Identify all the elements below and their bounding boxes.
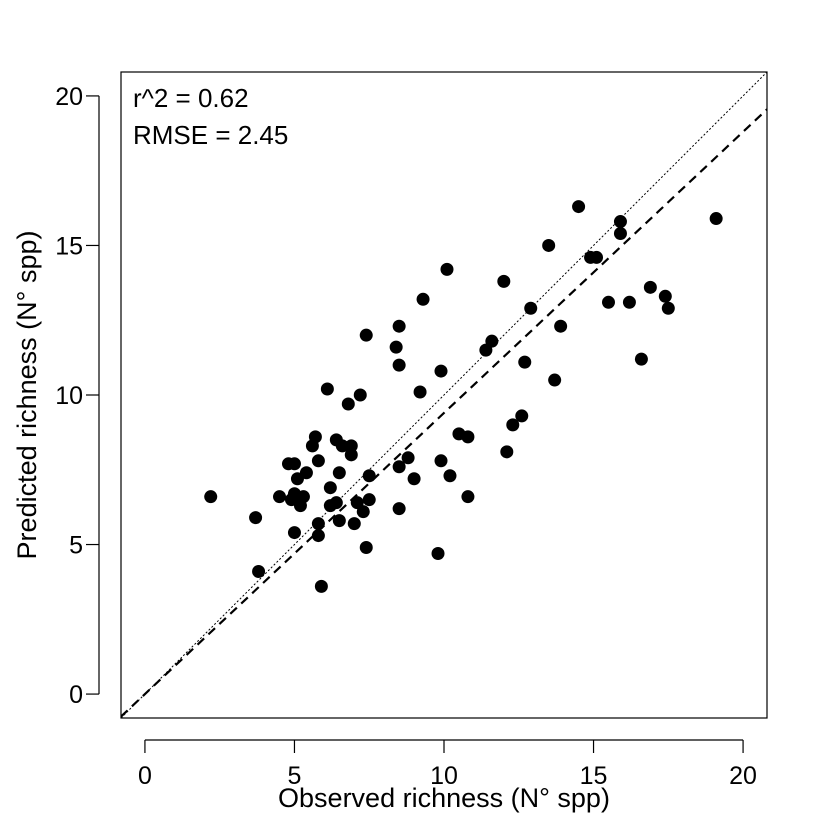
data-point	[344, 448, 358, 462]
data-point	[353, 388, 367, 402]
data-point	[601, 295, 615, 309]
data-point	[434, 364, 448, 378]
rmse-annotation: RMSE = 2.45	[133, 120, 288, 150]
y-tick-label: 5	[69, 532, 83, 560]
data-point	[287, 457, 301, 471]
data-point	[329, 496, 343, 510]
data-point	[311, 517, 325, 531]
data-point	[344, 439, 358, 453]
data-point	[356, 505, 370, 519]
data-point	[311, 529, 325, 543]
data-point	[515, 409, 529, 423]
data-point	[252, 564, 266, 578]
y-tick-label: 10	[55, 382, 83, 410]
data-point	[661, 301, 675, 315]
data-point	[314, 579, 328, 593]
data-point	[548, 373, 562, 387]
data-point	[443, 469, 457, 483]
y-tick-label: 0	[69, 681, 83, 709]
data-point	[392, 502, 406, 516]
data-point	[434, 454, 448, 468]
data-point	[347, 517, 361, 531]
data-point	[273, 490, 287, 504]
plot-frame	[120, 71, 768, 719]
y-axis-title: Predicted richness (N° spp)	[12, 231, 42, 560]
data-point	[204, 490, 218, 504]
data-point	[440, 262, 454, 276]
data-point	[497, 274, 511, 288]
y-tick-label: 20	[55, 83, 83, 111]
data-point	[332, 514, 346, 528]
x-tick-label: 5	[288, 762, 302, 790]
plot-region	[121, 72, 767, 718]
data-point	[461, 490, 475, 504]
data-point	[518, 355, 532, 369]
data-point	[299, 466, 313, 480]
data-point	[613, 227, 627, 240]
x-tick-label: 0	[138, 762, 152, 790]
data-point	[341, 397, 355, 411]
data-point	[506, 418, 520, 432]
data-point	[542, 238, 556, 252]
x-tick-label: 10	[430, 762, 458, 790]
x-axis: 0 5 10 15 20	[138, 739, 757, 790]
data-point	[634, 352, 648, 366]
data-point	[554, 319, 568, 333]
data-point	[709, 212, 723, 226]
data-point	[311, 454, 325, 468]
data-point	[643, 280, 657, 294]
fitted-regression-line	[121, 108, 767, 718]
data-point	[590, 250, 604, 264]
data-point	[362, 493, 376, 507]
data-point	[572, 200, 586, 214]
data-point	[287, 526, 301, 540]
data-point	[392, 319, 406, 333]
data-point	[401, 451, 415, 465]
data-point	[359, 328, 373, 342]
data-point	[320, 382, 334, 396]
data-point	[431, 547, 445, 561]
data-point	[622, 295, 636, 309]
data-point	[613, 215, 627, 229]
x-tick-label: 20	[729, 762, 757, 790]
data-point	[500, 445, 514, 459]
data-point	[485, 334, 499, 348]
x-axis-title: Observed richness (N° spp)	[278, 783, 610, 813]
x-tick-label: 15	[580, 762, 608, 790]
data-point	[389, 340, 403, 354]
data-point	[413, 385, 427, 399]
data-point	[359, 541, 373, 555]
r-squared-annotation: r^2 = 0.62	[133, 83, 249, 113]
data-point	[335, 439, 349, 453]
data-point	[249, 511, 263, 525]
data-point	[524, 301, 538, 315]
data-point	[308, 430, 322, 444]
data-point	[392, 358, 406, 372]
data-point	[296, 490, 310, 504]
data-point	[461, 430, 475, 444]
data-point	[332, 466, 346, 480]
data-point	[416, 292, 430, 306]
data-point	[362, 469, 376, 483]
data-point	[323, 481, 337, 495]
data-point	[407, 472, 421, 486]
y-axis: 0 5 10 15 20	[55, 83, 100, 709]
y-tick-label: 15	[55, 232, 83, 260]
one-to-one-reference-line	[121, 72, 767, 718]
data-point	[392, 460, 406, 474]
data-point	[658, 289, 672, 303]
